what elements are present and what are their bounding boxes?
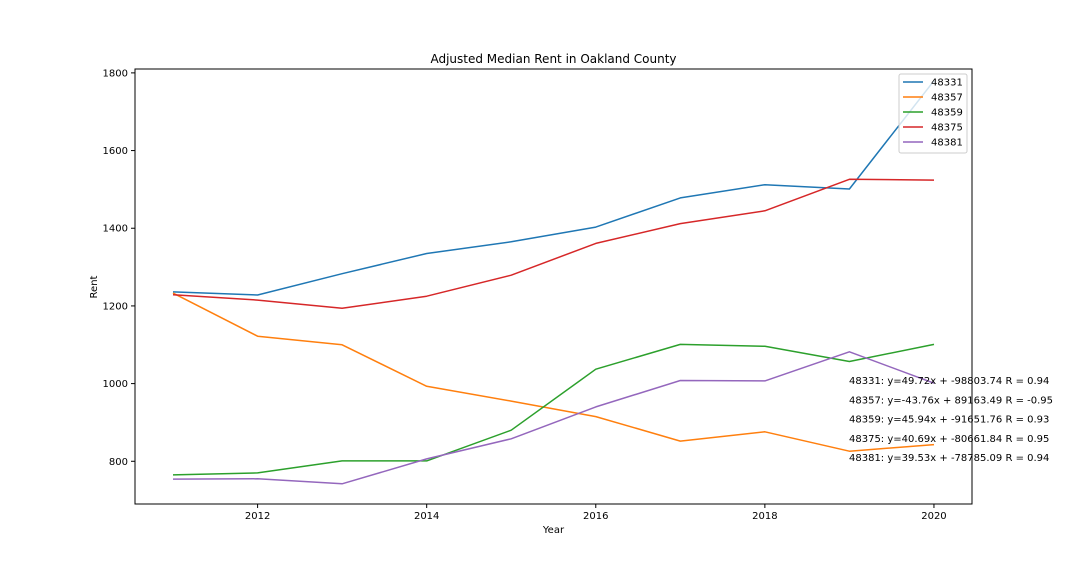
regression-annotations: 48331: y=49.72x + -98803.74 R = 0.94 4835… bbox=[849, 376, 1053, 464]
legend-box bbox=[898, 73, 968, 154]
x-tick-label: 2018 bbox=[752, 511, 777, 522]
regression-annotation: 48357: y=-43.76x + 89163.49 R = -0.95 bbox=[849, 395, 1053, 406]
chart-title: Adjusted Median Rent in Oakland County bbox=[430, 52, 676, 66]
y-tick-label: 1400 bbox=[103, 224, 128, 235]
series-line-48381 bbox=[172, 351, 935, 485]
plot-lines bbox=[172, 80, 935, 485]
x-tick-label: 2012 bbox=[245, 511, 270, 522]
regression-annotation: 48381: y=39.53x + -78785.09 R = 0.94 bbox=[849, 453, 1049, 464]
plot-frame bbox=[134, 68, 973, 505]
series-line-48331 bbox=[172, 80, 935, 296]
legend-label-48357: 48357 bbox=[931, 93, 963, 104]
regression-annotation: 48359: y=45.94x + -91651.76 R = 0.93 bbox=[849, 415, 1049, 426]
legend-label-48375: 48375 bbox=[931, 123, 963, 134]
regression-annotation: 48375: y=40.69x + -80661.84 R = 0.95 bbox=[849, 434, 1049, 445]
legend-label-48331: 48331 bbox=[931, 78, 963, 89]
y-axis: 800 1000 1200 1400 1600 1800 bbox=[103, 68, 135, 468]
legend-label-48359: 48359 bbox=[931, 108, 963, 119]
y-tick-label: 1000 bbox=[103, 379, 128, 390]
y-tick-label: 1600 bbox=[103, 146, 128, 157]
x-tick-label: 2014 bbox=[414, 511, 439, 522]
x-tick-label: 2016 bbox=[583, 511, 608, 522]
legend-label-48381: 48381 bbox=[931, 138, 963, 149]
x-tick-label: 2020 bbox=[921, 511, 946, 522]
series-line-48357 bbox=[172, 292, 935, 452]
y-tick-label: 800 bbox=[109, 457, 128, 468]
y-tick-label: 1800 bbox=[103, 68, 128, 79]
regression-annotation: 48331: y=49.72x + -98803.74 R = 0.94 bbox=[849, 376, 1049, 387]
series-line-48359 bbox=[172, 343, 935, 476]
x-axis: 2012 2014 2016 2018 2020 bbox=[245, 504, 947, 522]
y-axis-label: Rent bbox=[89, 275, 100, 298]
series-line-48375 bbox=[172, 178, 935, 310]
y-tick-label: 1200 bbox=[103, 301, 128, 312]
x-axis-label: Year bbox=[542, 525, 565, 536]
legend: 48331 48357 48359 48375 48381 bbox=[898, 73, 968, 154]
